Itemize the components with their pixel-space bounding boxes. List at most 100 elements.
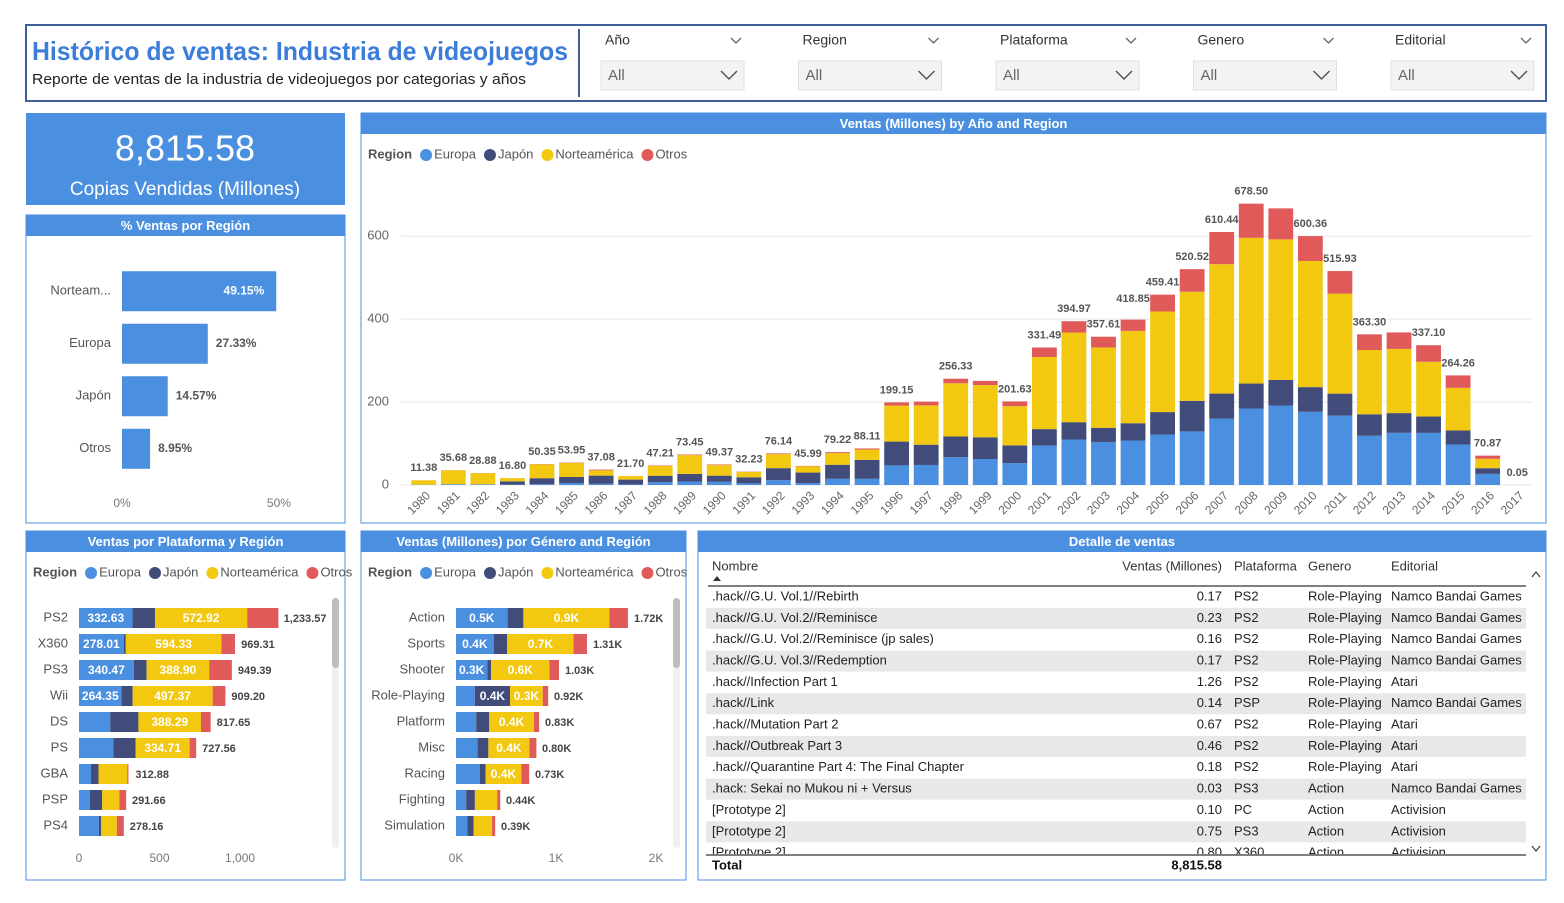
cell: .hack//Mutation Part 2 <box>712 717 838 732</box>
bar-segment <box>497 790 500 810</box>
bar-segment <box>574 634 587 654</box>
cell: .hack//G.U. Vol.2//Reminisce (jp sales) <box>712 631 934 646</box>
bar-segment <box>476 712 489 732</box>
data-label: 0.5K <box>469 611 495 625</box>
total-label: 28.88 <box>469 455 497 467</box>
bar-segment <box>470 484 495 485</box>
bar-segment <box>618 480 643 485</box>
filter-value[interactable]: All <box>806 67 823 84</box>
x-tick-label: 0% <box>113 496 131 510</box>
bar-segment <box>973 459 998 485</box>
bar-segment <box>1416 362 1441 417</box>
bar-segment <box>1475 468 1500 474</box>
bar-segment <box>736 483 761 485</box>
total-label: 50.35 <box>528 446 556 458</box>
bar-segment <box>466 790 475 810</box>
column-header[interactable]: Editorial <box>1391 558 1438 573</box>
bar-segment <box>1150 412 1175 435</box>
bar-segment <box>1180 431 1205 485</box>
bar-segment <box>589 484 614 485</box>
total-label: 1.03K <box>565 665 594 677</box>
y-tick-label: PSP <box>42 791 68 806</box>
filter-value[interactable]: All <box>1003 67 1020 84</box>
cell: Namco Bandai Games <box>1391 695 1522 710</box>
legend-marker <box>484 149 496 161</box>
cell: Role-Playing <box>1308 759 1382 774</box>
bar-segment <box>1268 208 1293 239</box>
y-tick-label: PS4 <box>43 817 68 832</box>
panel-title: Ventas (Millones) por Género and Región <box>396 534 650 549</box>
cell: 0.46 <box>1197 738 1222 753</box>
bar-segment <box>1387 349 1412 413</box>
cell: Namco Bandai Games <box>1391 781 1522 796</box>
bar-segment <box>589 470 614 475</box>
cell: PS2 <box>1234 717 1259 732</box>
bar-segment <box>79 816 99 836</box>
filter-value[interactable]: All <box>1398 67 1415 84</box>
cell: PS2 <box>1234 631 1259 646</box>
bar-segment <box>530 484 555 485</box>
data-label: 0.6K <box>508 663 534 677</box>
data-label: 264.35 <box>82 689 119 703</box>
bar-segment <box>456 738 478 758</box>
legend-marker <box>641 567 653 579</box>
legend-marker <box>306 567 318 579</box>
cell: 0.75 <box>1197 823 1222 838</box>
column-header[interactable]: Ventas (Millones) <box>1122 558 1222 573</box>
bar-segment <box>494 634 508 654</box>
scrollbar-thumb[interactable] <box>332 598 339 668</box>
cell: Atari <box>1391 674 1418 689</box>
bar-segment <box>91 764 98 784</box>
cell: .hack: Sekai no Mukou ni + Versus <box>712 781 912 796</box>
bar-segment <box>1032 348 1057 357</box>
bar-segment <box>1298 236 1323 261</box>
cell: PC <box>1234 802 1252 817</box>
filter-value[interactable]: All <box>608 67 625 84</box>
data-label: 0.9K <box>554 611 580 625</box>
total-label: 520.52 <box>1175 251 1209 263</box>
total-label: 0.80K <box>542 743 571 755</box>
column-header[interactable]: Plataforma <box>1234 558 1298 573</box>
bar-segment <box>855 448 880 449</box>
bar-segment <box>943 457 968 485</box>
bar-segment <box>1357 414 1382 435</box>
total-label: 32.23 <box>735 454 763 466</box>
total-label: 418.85 <box>1116 293 1150 305</box>
cell: Role-Playing <box>1308 738 1382 753</box>
bar-segment <box>1002 406 1027 445</box>
y-tick-label: PS3 <box>43 661 68 676</box>
bar-segment <box>914 402 939 406</box>
bar-segment <box>1387 433 1412 485</box>
cell: 0.18 <box>1197 759 1222 774</box>
x-tick-label: 0 <box>76 851 83 865</box>
cell: PS2 <box>1234 759 1259 774</box>
column-header[interactable]: Genero <box>1308 558 1351 573</box>
scrollbar-thumb[interactable] <box>673 598 680 668</box>
column-header[interactable]: Nombre <box>712 558 758 573</box>
bar-segment <box>648 476 673 483</box>
bar-segment <box>559 483 584 485</box>
bar-segment <box>589 476 614 484</box>
bar-segment <box>79 712 110 732</box>
bar-segment <box>707 482 732 485</box>
bar-segment <box>1327 394 1352 416</box>
legend-label: Japón <box>163 564 198 579</box>
bar-segment <box>796 483 821 485</box>
y-tick-label: X360 <box>38 635 68 650</box>
cell: Namco Bandai Games <box>1391 610 1522 625</box>
legend-label: Otros <box>320 564 352 579</box>
x-tick-label: 500 <box>150 851 170 865</box>
bar-segment <box>1298 412 1323 485</box>
total-label: 363.30 <box>1353 316 1387 328</box>
bar-segment <box>90 790 102 810</box>
total-label: 264.26 <box>1441 357 1475 369</box>
bar-segment <box>766 468 791 480</box>
bar-segment <box>1032 446 1057 485</box>
bar-segment <box>884 442 909 466</box>
bar-segment <box>825 453 850 465</box>
bar-segment <box>213 686 226 706</box>
legend-marker <box>149 567 161 579</box>
bar-segment <box>825 452 850 453</box>
bar-segment <box>1150 311 1175 412</box>
filter-value[interactable]: All <box>1201 67 1218 84</box>
